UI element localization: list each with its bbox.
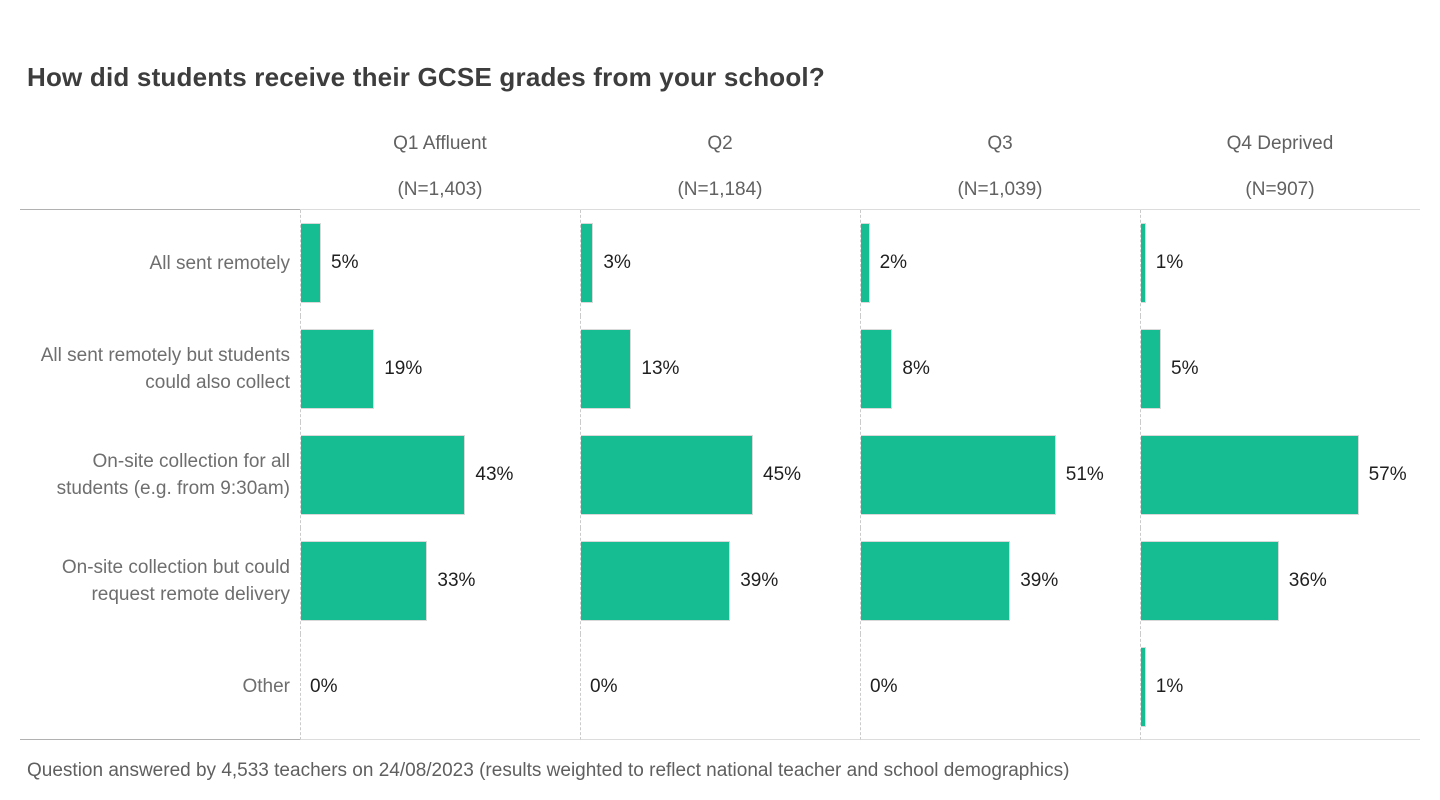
row-label: On-site collection for all students (e.g…: [56, 451, 290, 499]
row-label-cell: All sent remotely but students could als…: [20, 316, 300, 422]
gcse-grades-survey-chart: How did students receive their GCSE grad…: [0, 60, 1440, 800]
bar: [301, 541, 428, 621]
bar-value-label: 39%: [740, 570, 779, 591]
bar: [861, 541, 1011, 621]
bar-value-label: 5%: [1171, 358, 1199, 379]
facet-header-row: Q1 Affluent (N=1,403) Q2 (N=1,184) Q3 (N=1,03…: [20, 96, 1420, 210]
bar-cell: 2%: [860, 210, 1140, 316]
bar-cell: 36%: [1140, 528, 1420, 634]
facet-header-4: Q4 Deprived (N=907): [1140, 96, 1420, 210]
bar-value-label: 45%: [763, 464, 802, 485]
chart-title: How did students receive their GCSE grad…: [27, 62, 825, 92]
facet-sample-size-label: (N=907): [1245, 179, 1315, 200]
bar-value-label: 0%: [590, 675, 618, 697]
bar-cell: 0%: [580, 634, 860, 740]
facet-name-label: Q3: [987, 133, 1013, 154]
bar: [861, 435, 1056, 515]
bar-cell: 57%: [1140, 422, 1420, 528]
facet-header-1: Q1 Affluent (N=1,403): [300, 96, 580, 210]
bar: [1141, 223, 1146, 303]
bar: [1141, 541, 1279, 621]
bar-cell: 3%: [580, 210, 860, 316]
bar-cell: 45%: [580, 422, 860, 528]
bar-value-label: 5%: [331, 252, 359, 273]
bar-cell: 51%: [860, 422, 1140, 528]
facet-name-label: Q2: [707, 133, 733, 154]
chart-footnote: Question answered by 4,533 teachers on 2…: [27, 760, 1070, 781]
bar: [1141, 435, 1359, 515]
bar-value-label: 1%: [1155, 252, 1184, 273]
row-label: All sent remotely: [149, 252, 290, 274]
bar-value-label: 43%: [475, 464, 514, 485]
bar-cell: 1%: [1140, 210, 1420, 316]
bar-cell: 1%: [1140, 634, 1420, 740]
bar-cell: 33%: [300, 528, 580, 634]
bar: [1141, 646, 1146, 727]
bar-value-label: 1%: [1155, 675, 1184, 697]
bar: [861, 329, 893, 409]
bar-value-label: 2%: [879, 252, 908, 273]
bar-value-label: 39%: [1020, 570, 1059, 591]
bar-value-label: 3%: [603, 252, 631, 273]
row-label: Other: [242, 676, 290, 697]
row-label-cell: On-site collection for all students (e.g…: [20, 422, 300, 528]
facet-header-2: Q2 (N=1,184): [580, 96, 860, 210]
bar-value-label: 57%: [1368, 464, 1407, 485]
bar-value-label: 36%: [1288, 570, 1327, 591]
row-label-cell: All sent remotely: [20, 210, 300, 316]
bar-cell: 39%: [580, 528, 860, 634]
bar-cell: 5%: [300, 210, 580, 316]
bar-value-label: 33%: [437, 570, 476, 591]
bar-cell: 13%: [580, 316, 860, 422]
row-label: On-site collection but could request rem…: [61, 557, 290, 605]
header-spacer-cell: [20, 96, 300, 210]
row-label-cell: On-site collection but could request rem…: [20, 528, 300, 634]
bar-value-label: 13%: [641, 358, 680, 379]
bar-cell: 0%: [860, 634, 1140, 740]
row-label: All sent remotely but students could als…: [40, 345, 290, 393]
bar-value-label: 0%: [870, 675, 898, 697]
facet-name-label: Q4 Deprived: [1226, 133, 1334, 154]
bar-cell: 43%: [300, 422, 580, 528]
bar: [301, 435, 466, 515]
facet-header-3: Q3 (N=1,039): [860, 96, 1140, 210]
facet-sample-size-label: (N=1,184): [677, 179, 763, 200]
bar-value-label: 8%: [902, 358, 930, 379]
bar: [581, 541, 731, 621]
bar: [861, 223, 870, 303]
bar-value-label: 51%: [1065, 464, 1104, 485]
bar-cell: 5%: [1140, 316, 1420, 422]
chart-body: All sent remotely 5% 3% 2% 1% All sent remote…: [20, 210, 1420, 740]
facet-sample-size-label: (N=1,039): [957, 179, 1043, 200]
bar: [581, 223, 594, 303]
bar: [301, 223, 321, 303]
bar-cell: 39%: [860, 528, 1140, 634]
bar: [301, 329, 375, 409]
row-label-cell: Other: [20, 634, 300, 740]
bar-value-label: 19%: [384, 358, 423, 379]
bar: [1141, 329, 1161, 409]
bar-cell: 8%: [860, 316, 1140, 422]
bar-cell: 0%: [300, 634, 580, 740]
bar: [581, 329, 632, 409]
bar: [581, 435, 753, 515]
bar-cell: 19%: [300, 316, 580, 422]
facet-name-label: Q1 Affluent: [393, 133, 487, 154]
bar-value-label: 0%: [310, 675, 338, 697]
facet-sample-size-label: (N=1,403): [397, 179, 483, 200]
